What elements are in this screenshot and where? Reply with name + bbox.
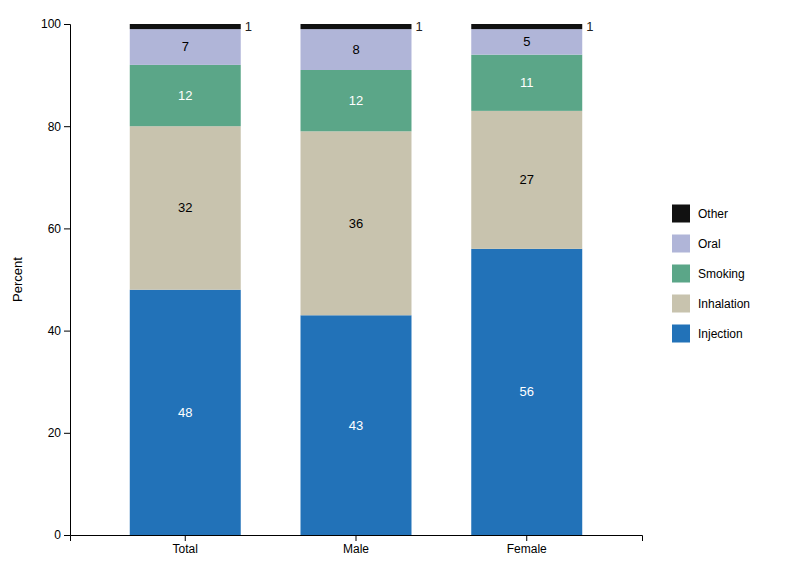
y-tick: 40 [48,324,70,338]
y-tick-label: 100 [41,17,61,31]
bar [130,29,241,65]
y-tick: 0 [54,528,70,542]
data-labels: 484356323627121211785111 [178,19,593,433]
y-tick-label: 20 [48,426,62,440]
bar [471,111,582,249]
data-label: 36 [349,216,363,231]
y-tick-mark [64,535,70,536]
x-tick: Total [173,535,198,556]
legend-swatch [672,235,690,253]
legend-label: Injection [698,327,743,341]
legend-item: Inhalation [672,295,750,313]
legend-label: Inhalation [698,297,750,311]
data-label: 8 [352,42,359,57]
data-label: 12 [349,93,363,108]
data-label: 27 [520,172,534,187]
bar [130,290,241,535]
bar [301,131,412,315]
legend-item: Other [672,205,728,223]
y-axis: 0 20 40 60 80 100 [41,17,71,542]
y-tick-mark [64,126,70,127]
data-label: 56 [520,384,534,399]
legend-label: Oral [698,237,721,251]
data-label: 1 [245,19,252,34]
x-tick-mark [526,535,527,541]
bar [471,55,582,111]
bars [130,24,582,535]
y-tick: 80 [48,120,70,134]
legend: Other Oral Smoking Inhalation Injection [672,205,750,343]
y-tick-label: 80 [48,120,62,134]
y-tick-mark [64,228,70,229]
y-axis-title: Percent [10,257,25,302]
y-tick-mark [64,24,70,25]
legend-swatch [672,205,690,223]
bar [471,24,582,29]
x-axis: Total Male Female [71,535,643,556]
chart: 484356323627121211785111020406080100Tota… [0,0,792,579]
data-label: 11 [520,75,534,90]
bar [301,29,412,70]
data-label: 43 [349,418,363,433]
y-tick-mark [64,331,70,332]
legend-item: Injection [672,325,743,343]
y-tick: 60 [48,222,70,236]
x-tick-mark [185,535,186,541]
legend-swatch [672,295,690,313]
bar [471,249,582,535]
data-label: 32 [178,200,192,215]
bar [301,315,412,535]
x-tick-label: Total [173,542,198,556]
legend-swatch [672,265,690,283]
data-label: 1 [586,19,593,34]
bar [301,24,412,29]
data-label: 5 [523,34,530,49]
y-tick-mark [64,433,70,434]
y-tick: 100 [41,17,70,31]
x-axis-line [71,536,643,542]
x-tick-label: Female [507,542,547,556]
y-tick: 20 [48,426,70,440]
bar [130,126,241,290]
data-label: 7 [182,39,189,54]
bar [301,70,412,131]
x-tick: Female [507,535,547,556]
data-label: 48 [178,405,192,420]
x-tick-mark [356,535,357,541]
legend-label: Smoking [698,267,745,281]
legend-swatch [672,325,690,343]
bar [130,24,241,29]
y-tick-label: 60 [48,222,62,236]
y-tick-label: 0 [54,528,61,542]
legend-label: Other [698,207,728,221]
data-label: 12 [178,88,192,103]
y-axis-line [64,25,71,536]
bar [471,29,582,55]
data-label: 1 [415,19,422,34]
y-tick-label: 40 [48,324,62,338]
bar [130,65,241,126]
x-tick-label: Male [343,542,369,556]
legend-item: Oral [672,235,721,253]
legend-item: Smoking [672,265,745,283]
x-tick: Male [343,535,369,556]
